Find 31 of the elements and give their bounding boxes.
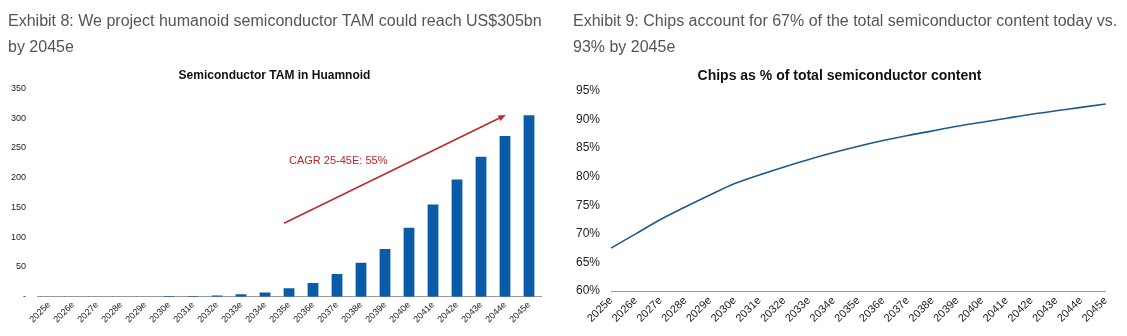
y-tick-label: 70%	[575, 226, 601, 241]
y-tick-label: 80%	[575, 168, 601, 183]
bar	[379, 249, 391, 297]
y-tick-label: 50	[16, 261, 27, 272]
y-tick-label: 60%	[575, 283, 601, 298]
y-tick-label: 300	[10, 112, 27, 123]
chart-title: Exhibit 8: We project humanoid semiconductor TAM could reach US$305bn by 2045e	[8, 11, 543, 57]
y-tick-label: -	[23, 291, 27, 302]
bar	[427, 204, 439, 297]
bar	[355, 262, 367, 297]
bar	[331, 274, 343, 297]
chart-title: Exhibit 9: Chips account for 67% of the total semiconductor content today vs. 93% by 2045e	[573, 11, 1118, 57]
y-tick-label: 350	[10, 82, 27, 93]
bar	[499, 136, 511, 297]
y-tick-label: 85%	[575, 140, 601, 155]
y-tick-label: 250	[10, 142, 27, 153]
annotation: CAGR 25-45E: 55%	[289, 154, 388, 167]
y-tick-label: 65%	[575, 254, 601, 269]
bar	[475, 156, 487, 297]
bar	[523, 115, 535, 297]
chart-subtitle: Semiconductor TAM in Huamnoid	[178, 67, 371, 82]
y-tick-label: 75%	[575, 197, 601, 212]
bar	[403, 227, 415, 297]
y-tick-label: 150	[10, 201, 27, 212]
y-tick-label: 95%	[575, 83, 601, 98]
chart-subtitle: Chips as % of total semiconductor content	[697, 67, 982, 84]
y-tick-label: 200	[10, 172, 27, 183]
y-tick-label: 100	[10, 231, 27, 242]
bar	[451, 179, 463, 297]
line-series	[610, 103, 1107, 249]
y-tick-label: 90%	[575, 111, 601, 126]
